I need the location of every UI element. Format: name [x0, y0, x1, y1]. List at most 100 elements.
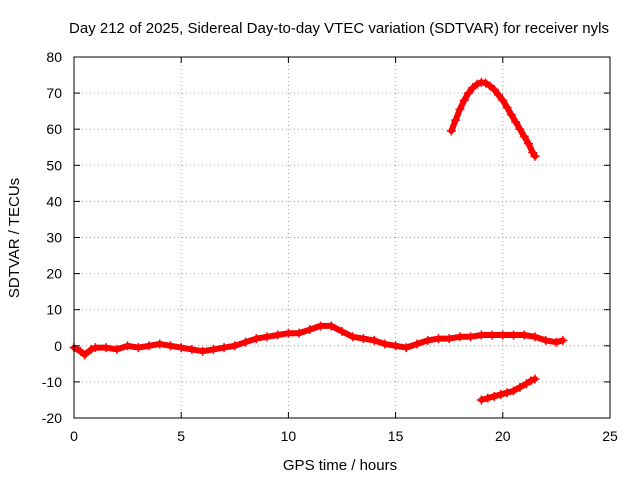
data-point	[101, 343, 111, 353]
data-point	[530, 374, 540, 384]
data-point	[487, 330, 497, 340]
data-point	[423, 335, 433, 345]
y-tick-label: -20	[42, 410, 62, 426]
data-point	[433, 334, 443, 344]
data-point	[506, 110, 516, 120]
data-point	[326, 321, 336, 331]
data-point	[446, 126, 456, 136]
data-layer	[69, 77, 568, 405]
grid-layer	[74, 57, 610, 418]
data-point	[219, 343, 229, 353]
y-tick-label: 10	[46, 302, 62, 318]
data-point	[337, 326, 347, 336]
x-tick-label: 25	[602, 428, 618, 444]
x-tick-label: 15	[388, 428, 404, 444]
data-point	[165, 341, 175, 351]
data-point	[208, 344, 218, 354]
data-point	[459, 95, 469, 105]
data-point	[348, 332, 358, 342]
data-point	[496, 390, 506, 400]
data-point	[558, 335, 568, 345]
data-point	[489, 391, 499, 401]
y-tick-label: 50	[46, 157, 62, 173]
data-point	[316, 321, 326, 331]
data-point	[112, 344, 122, 354]
data-point	[155, 339, 165, 349]
data-point	[262, 332, 272, 342]
series-1	[446, 77, 540, 161]
x-tick-label: 5	[177, 428, 185, 444]
series-2	[476, 374, 540, 405]
data-point	[463, 88, 473, 98]
data-point	[305, 325, 315, 335]
data-point	[187, 344, 197, 354]
data-point	[451, 115, 461, 125]
data-point	[498, 330, 508, 340]
data-point	[455, 332, 465, 342]
data-point	[530, 332, 540, 342]
data-point	[380, 339, 390, 349]
data-point	[273, 330, 283, 340]
series-trace	[71, 322, 566, 358]
y-tick-label: 70	[46, 85, 62, 101]
data-point	[530, 151, 540, 161]
series-trace	[478, 376, 538, 403]
data-point	[230, 341, 240, 351]
data-point	[455, 104, 465, 114]
data-point	[476, 330, 486, 340]
data-point	[509, 330, 519, 340]
data-point	[444, 334, 454, 344]
data-point	[489, 84, 499, 94]
data-point	[509, 386, 519, 396]
data-point	[251, 334, 261, 344]
data-point	[502, 388, 512, 398]
x-tick-label: 20	[495, 428, 511, 444]
x-axis-label: GPS time / hours	[283, 457, 397, 474]
data-point	[86, 344, 96, 354]
data-point	[515, 382, 525, 392]
data-point	[466, 332, 476, 342]
data-point	[80, 350, 90, 360]
data-point	[519, 330, 529, 340]
y-tick-label: 80	[46, 49, 62, 65]
y-axis-label: SDTVAR / TECUs	[6, 178, 23, 298]
data-point	[524, 139, 534, 149]
data-point	[476, 395, 486, 405]
data-point	[123, 341, 133, 351]
y-tick-label: 20	[46, 266, 62, 282]
data-point	[498, 95, 508, 105]
y-tick-label: 0	[54, 338, 62, 354]
data-point	[358, 334, 368, 344]
data-point	[144, 341, 154, 351]
y-tick-label: 40	[46, 193, 62, 209]
data-point	[412, 339, 422, 349]
y-tick-label: 60	[46, 121, 62, 137]
data-point	[241, 337, 251, 347]
data-point	[133, 343, 143, 353]
y-tick-label: 30	[46, 230, 62, 246]
data-point	[502, 103, 512, 113]
data-point	[198, 346, 208, 356]
data-point	[401, 343, 411, 353]
data-point	[283, 328, 293, 338]
y-tick-label: -10	[42, 374, 62, 390]
data-point	[511, 117, 521, 127]
data-point	[391, 341, 401, 351]
data-point	[483, 393, 493, 403]
x-tick-label: 0	[70, 428, 78, 444]
data-point	[551, 337, 561, 347]
data-point	[541, 335, 551, 345]
data-point	[494, 90, 504, 100]
data-point	[515, 124, 525, 134]
series-0	[69, 321, 568, 360]
x-tick-label: 10	[281, 428, 297, 444]
chart-title: Day 212 of 2025, Sidereal Day-to-day VTE…	[69, 20, 609, 37]
data-point	[294, 328, 304, 338]
data-point	[176, 343, 186, 353]
data-point	[369, 335, 379, 345]
ticks-layer: 0 5 10 15 20 25 -20 -10 0 10 20 30 40 50 60 70 80	[42, 49, 618, 444]
data-point	[519, 131, 529, 141]
data-point	[90, 343, 100, 353]
